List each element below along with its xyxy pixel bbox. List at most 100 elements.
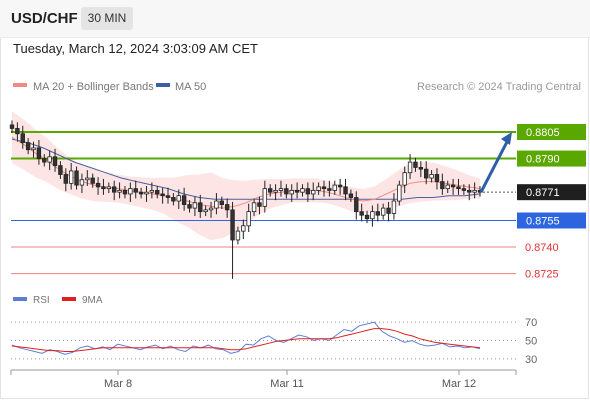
rsi-panel: 70 50 30 <box>11 317 537 366</box>
ma20-line <box>11 136 481 209</box>
candle <box>171 193 176 206</box>
timestamp: Tuesday, March 12, 2024 3:03:09 AM CET <box>13 41 258 56</box>
candle <box>402 166 407 194</box>
candle <box>230 201 235 279</box>
candle <box>472 182 477 199</box>
candle <box>380 203 386 220</box>
candle <box>187 200 192 213</box>
candle <box>450 178 456 195</box>
ma20-legend-swatch <box>13 83 27 87</box>
time-tick-label: Mar 8 <box>104 378 132 390</box>
level-labels: 0.8805 0.8790 0.8771 0.8755 0.8740 0.8725 <box>517 124 586 281</box>
candle <box>397 180 402 206</box>
moving-averages <box>11 136 481 209</box>
candle <box>294 182 300 199</box>
main-legend: MA 20 + Bollinger Bands MA 50 Research ©… <box>13 81 581 93</box>
candle <box>424 161 429 185</box>
resistance-label: 0.8790 <box>526 154 560 166</box>
candle <box>101 178 106 195</box>
candle <box>348 189 354 202</box>
candle <box>251 198 257 217</box>
ma20-legend-label: MA 20 + Bollinger Bands <box>33 81 154 93</box>
candle <box>63 168 68 192</box>
candle <box>268 184 273 197</box>
candle <box>138 187 144 199</box>
rsi-tick-label: 30 <box>525 354 537 366</box>
candle <box>133 180 138 199</box>
candle <box>246 203 251 233</box>
candle <box>257 196 262 215</box>
candle <box>208 201 214 218</box>
copyright-credit: Research © 2024 Trading Central <box>417 81 581 93</box>
candle <box>79 173 85 194</box>
candle <box>192 196 198 217</box>
support-label: 0.8740 <box>525 242 559 254</box>
candle <box>155 185 160 199</box>
candle <box>413 157 418 172</box>
price-levels <box>11 131 516 275</box>
candle <box>343 178 348 201</box>
candle <box>144 185 149 202</box>
candle <box>354 191 359 220</box>
candle <box>95 177 101 195</box>
candle <box>467 184 472 201</box>
candle <box>203 205 208 217</box>
rsi-ma-line <box>11 328 481 352</box>
chart-header: USD/CHF 30 MIN <box>0 0 590 38</box>
candle <box>386 201 391 222</box>
symbol-label: USD/CHF <box>11 10 78 27</box>
current-price-tag <box>517 184 586 201</box>
time-axis: Mar 8 Mar 11 Mar 12 <box>10 370 517 390</box>
candle <box>176 189 181 209</box>
candle <box>90 173 95 188</box>
candle <box>52 148 58 172</box>
candle <box>311 182 316 201</box>
candle <box>160 187 165 204</box>
candle <box>117 182 122 199</box>
pivot-tag <box>517 212 586 229</box>
timeframe-button[interactable]: 30 MIN <box>81 7 133 30</box>
candle <box>165 187 171 204</box>
candle <box>241 219 246 240</box>
candle <box>375 203 380 222</box>
candle <box>235 226 241 245</box>
rsi-tick-label: 70 <box>525 317 537 329</box>
candle <box>321 180 327 197</box>
rsi-line <box>11 321 481 355</box>
candle <box>9 120 15 133</box>
candle <box>20 125 25 149</box>
candle <box>198 194 203 218</box>
candle <box>440 173 445 195</box>
candle <box>337 178 343 195</box>
forecast-arrow-shaft <box>479 137 511 193</box>
candle <box>74 166 79 190</box>
candle <box>332 180 337 195</box>
candle <box>106 182 112 194</box>
candle <box>418 161 424 178</box>
rsi-legend: RSI 9MA <box>13 295 103 306</box>
candle <box>316 182 321 195</box>
current-price-label: 0.8771 <box>526 187 560 199</box>
rsi-legend-swatch <box>13 297 27 301</box>
resistance-tag <box>517 150 586 167</box>
candle <box>42 154 47 167</box>
candle <box>15 122 20 142</box>
candle <box>262 180 268 213</box>
time-tick-label: Mar 11 <box>270 378 303 390</box>
rsi-ma-legend-label: 9MA <box>82 295 103 306</box>
candle <box>445 180 450 194</box>
candle <box>300 184 305 197</box>
candle <box>128 182 133 202</box>
ma50-line <box>11 138 481 200</box>
resistance-tag <box>517 124 586 140</box>
candle <box>407 154 413 179</box>
support-label: 0.8725 <box>525 269 559 281</box>
candle <box>289 184 294 202</box>
bollinger-bands <box>12 111 480 241</box>
candle <box>305 182 311 202</box>
candle <box>68 162 74 190</box>
candle <box>284 184 289 199</box>
candle <box>461 184 467 195</box>
candle <box>370 205 375 227</box>
